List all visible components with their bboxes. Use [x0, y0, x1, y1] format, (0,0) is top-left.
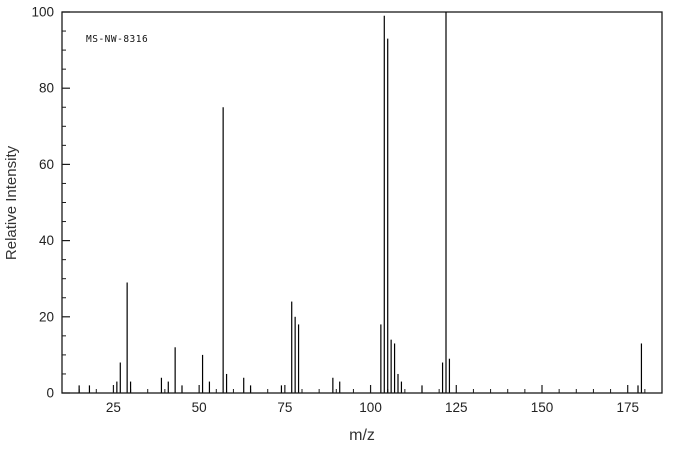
x-tick-label: 25: [106, 400, 121, 415]
x-tick-label: 125: [445, 400, 468, 415]
x-tick-label: 100: [359, 400, 382, 415]
y-tick-label: 80: [39, 81, 54, 96]
y-tick-label: 40: [39, 233, 54, 248]
x-tick-label: 175: [616, 400, 639, 415]
y-tick-label: 20: [39, 309, 54, 324]
plot-frame: [61, 11, 663, 394]
x-tick-label: 75: [277, 400, 292, 415]
plot-layer: 25 50 75 100 125 150 175 0 20 40 60 80 100: [31, 5, 663, 415]
x-tick-label: 50: [192, 400, 207, 415]
y-axis-title: Relative Intensity: [3, 145, 20, 260]
spectrum-id-label: MS-NW-8316: [86, 34, 148, 45]
x-tick-label: 150: [531, 400, 554, 415]
y-tick-label: 60: [39, 157, 54, 172]
y-tick-label: 100: [31, 5, 54, 20]
y-tick-label: 0: [46, 386, 54, 401]
x-axis-title: m/z: [349, 427, 375, 444]
